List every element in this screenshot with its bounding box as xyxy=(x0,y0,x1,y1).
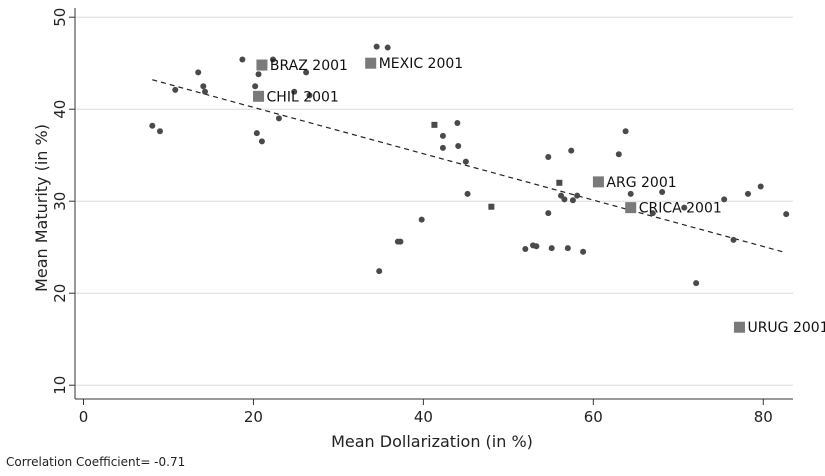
point-label-3: ARG 2001 xyxy=(606,175,676,191)
data-point-45 xyxy=(659,189,666,195)
data-point-51 xyxy=(757,183,764,190)
data-point-47 xyxy=(693,280,700,287)
y-tick-label-30: 30 xyxy=(51,192,69,211)
data-point-49 xyxy=(730,236,737,243)
point-label-4: CRICA 2001 xyxy=(639,201,722,217)
point-label-1: CHIL 2001 xyxy=(267,89,339,105)
point-label-5: URUG 2001 xyxy=(747,320,825,336)
data-point-40 xyxy=(580,248,587,255)
data-point-9 xyxy=(255,71,262,78)
data-point-12 xyxy=(275,115,282,122)
data-point-36 xyxy=(564,245,571,252)
data-point-20 xyxy=(397,238,404,245)
data-point-5 xyxy=(202,88,209,95)
data-point-6 xyxy=(239,56,246,63)
data-point-3 xyxy=(195,69,202,76)
data-point-7 xyxy=(252,83,259,90)
correlation-note: Correlation Coefficient= -0.71 xyxy=(6,455,186,469)
fit-line-group xyxy=(152,79,787,254)
point-label-0: BRAZ 2001 xyxy=(270,58,348,74)
data-point-44 xyxy=(649,210,656,217)
x-axis-title: Mean Dollarization (in %) xyxy=(331,432,533,451)
gridlines xyxy=(75,16,793,386)
labeled-marker-2 xyxy=(365,57,377,69)
data-point-30 xyxy=(533,243,540,250)
x-tick-label-20: 20 xyxy=(244,408,263,426)
data-point-41 xyxy=(615,151,622,158)
data-point-18 xyxy=(384,44,391,51)
data-point-14 xyxy=(303,69,310,76)
data-point-50 xyxy=(744,190,751,197)
data-point-39 xyxy=(574,192,581,199)
data-square-0 xyxy=(431,121,438,128)
y-tick-label-10: 10 xyxy=(51,376,69,395)
y-tick-label-20: 20 xyxy=(51,284,69,303)
data-point-33 xyxy=(548,245,555,252)
data-point-48 xyxy=(721,196,728,203)
data-point-4 xyxy=(200,83,207,90)
labeled-marker-4 xyxy=(625,202,637,214)
data-points xyxy=(149,43,790,333)
data-point-11 xyxy=(269,56,276,63)
data-point-25 xyxy=(455,143,462,149)
data-point-10 xyxy=(258,138,265,145)
data-point-38 xyxy=(569,197,576,204)
x-tick-label-80: 80 xyxy=(754,408,773,426)
data-point-42 xyxy=(622,128,629,135)
data-point-35 xyxy=(561,196,568,203)
data-point-37 xyxy=(568,147,575,154)
data-point-15 xyxy=(306,92,313,99)
axis-ticks: 10 20 30 40 50 0 20 40 60 80 xyxy=(51,8,773,426)
data-point-2 xyxy=(172,86,179,93)
data-point-26 xyxy=(462,158,469,165)
labeled-marker-0 xyxy=(256,59,268,71)
x-tick-label-0: 0 xyxy=(79,408,89,426)
y-tick-label-50: 50 xyxy=(51,8,69,27)
data-point-22 xyxy=(439,132,446,139)
point-labels: BRAZ 2001 CHIL 2001 MEXIC 2001 ARG 2001 CRIC… xyxy=(267,56,825,336)
data-point-32 xyxy=(545,210,552,217)
data-square-1 xyxy=(488,203,495,210)
labeled-marker-5 xyxy=(733,321,745,333)
labeled-marker-3 xyxy=(592,176,604,188)
data-point-13 xyxy=(291,88,298,95)
data-point-52 xyxy=(783,211,790,218)
data-point-0 xyxy=(149,122,156,129)
fit-line xyxy=(152,79,787,254)
axes xyxy=(74,8,793,400)
data-square-2 xyxy=(556,179,563,186)
data-point-27 xyxy=(464,190,471,197)
data-point-31 xyxy=(545,154,552,161)
data-point-46 xyxy=(681,204,688,211)
labeled-marker-1 xyxy=(253,90,265,102)
data-point-8 xyxy=(253,130,260,137)
data-point-28 xyxy=(522,246,529,253)
data-point-24 xyxy=(454,120,461,126)
data-point-16 xyxy=(373,43,380,50)
x-tick-label-60: 60 xyxy=(584,408,603,426)
data-point-17 xyxy=(376,268,383,275)
data-point-43 xyxy=(627,190,634,197)
data-point-23 xyxy=(439,144,446,151)
data-point-1 xyxy=(156,128,163,135)
point-label-2: MEXIC 2001 xyxy=(379,56,464,72)
y-tick-label-40: 40 xyxy=(51,100,69,119)
data-point-21 xyxy=(418,216,425,223)
y-axis-title: Mean Maturity (in %) xyxy=(32,124,51,292)
x-tick-label-40: 40 xyxy=(414,408,433,426)
